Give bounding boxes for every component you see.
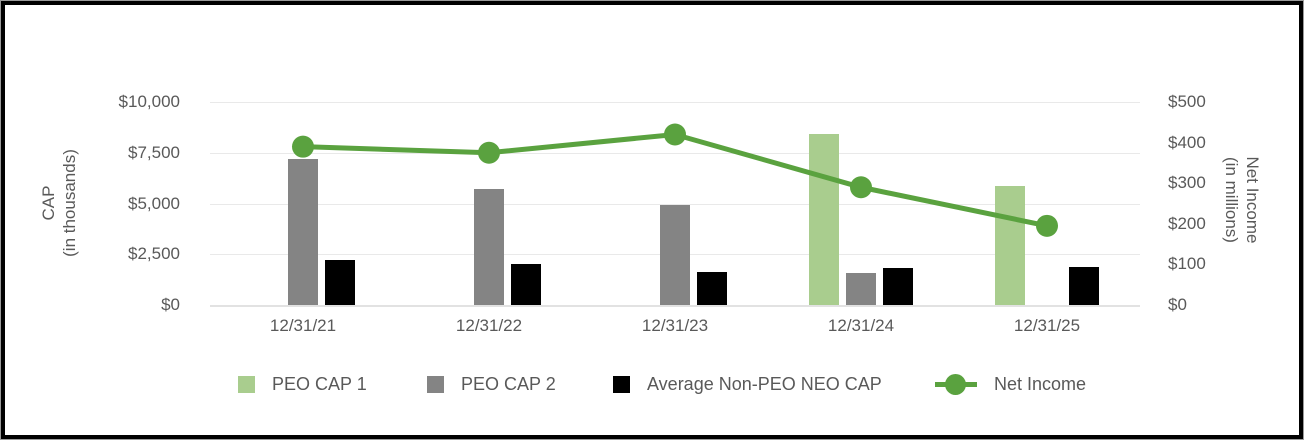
bar-average-non-peo-neo-cap-12-31-25: [1069, 267, 1099, 305]
legend-item-average-non-peo-neo-cap: Average Non-PEO NEO CAP: [613, 374, 882, 395]
right-axis-title-line-2: (in millions): [1222, 157, 1241, 243]
right-axis-tick-200: $200: [1168, 213, 1206, 233]
left-axis-title-line-1: CAP: [39, 185, 58, 221]
legend-swatch-peo-cap-2: [427, 376, 444, 393]
left-axis-tick-7500: $7,500: [128, 142, 180, 162]
legend-swatch-average-non-peo-neo-cap: [613, 376, 630, 393]
legend-swatch-peo-cap-1: [238, 376, 255, 393]
gridline-10000: [210, 102, 1140, 103]
legend-label-average-non-peo-neo-cap: Average Non-PEO NEO CAP: [647, 374, 882, 394]
net-income-point-12-31-24: [850, 176, 872, 199]
legend-item-peo-cap-1: PEO CAP 1: [238, 374, 367, 395]
net-income-point-12-31-25: [1036, 214, 1058, 237]
right-axis-tick-500: $500: [1168, 92, 1206, 111]
gridline-7500: [210, 152, 1140, 154]
left-axis-tick-5000: $5,000: [128, 193, 180, 213]
right-axis-tick-0: $0: [1168, 295, 1187, 314]
net-income-point-12-31-23: [664, 123, 686, 146]
legend-line-dot-net-income: [945, 374, 966, 395]
bar-peo-cap-2-12-31-21: [288, 158, 318, 305]
legend-item-net-income: Net Income: [935, 374, 1086, 395]
legend-label-peo-cap-1: PEO CAP 1: [272, 374, 367, 394]
bar-peo-cap-1-12-31-25: [995, 186, 1025, 305]
bar-peo-cap-2-12-31-23: [660, 204, 690, 305]
right-axis-title-line-1: Net Income: [1243, 156, 1262, 244]
bar-peo-cap-1-12-31-24: [809, 134, 839, 305]
bar-average-non-peo-neo-cap-12-31-21: [325, 260, 355, 305]
x-axis-label-12-31-24: 12/31/24: [827, 316, 895, 335]
left-axis-tick-0: $0: [161, 295, 180, 314]
x-axis-label-12-31-21: 12/31/21: [269, 316, 337, 335]
bar-average-non-peo-neo-cap-12-31-23: [697, 271, 727, 305]
legend-label-net-income: Net Income: [994, 374, 1087, 394]
bar-peo-cap-2-12-31-22: [474, 189, 504, 305]
bar-average-non-peo-neo-cap-12-31-24: [883, 268, 913, 305]
gridline-0: [210, 305, 1140, 307]
right-axis-tick-300: $300: [1168, 173, 1206, 193]
bar-peo-cap-2-12-31-24: [846, 272, 876, 305]
legend-label-peo-cap-2: PEO CAP 2: [461, 374, 556, 394]
right-axis-tick-100: $100: [1168, 254, 1206, 274]
right-axis-tick-400: $400: [1168, 132, 1206, 152]
right-axis-title: Net Income (in millions): [1221, 90, 1263, 310]
legend-line-marker-net-income: [935, 374, 977, 395]
x-axis-label-12-31-22: 12/31/22: [455, 316, 523, 335]
x-axis-label-12-31-25: 12/31/25: [1013, 316, 1081, 335]
bar-average-non-peo-neo-cap-12-31-22: [511, 264, 541, 305]
net-income-point-12-31-21: [292, 135, 314, 158]
legend-item-peo-cap-2: PEO CAP 2: [427, 374, 556, 395]
left-axis-tick-2500: $2,500: [128, 244, 180, 264]
x-axis-label-12-31-23: 12/31/23: [641, 316, 709, 335]
left-axis-tick-10000: $10,000: [118, 92, 180, 111]
